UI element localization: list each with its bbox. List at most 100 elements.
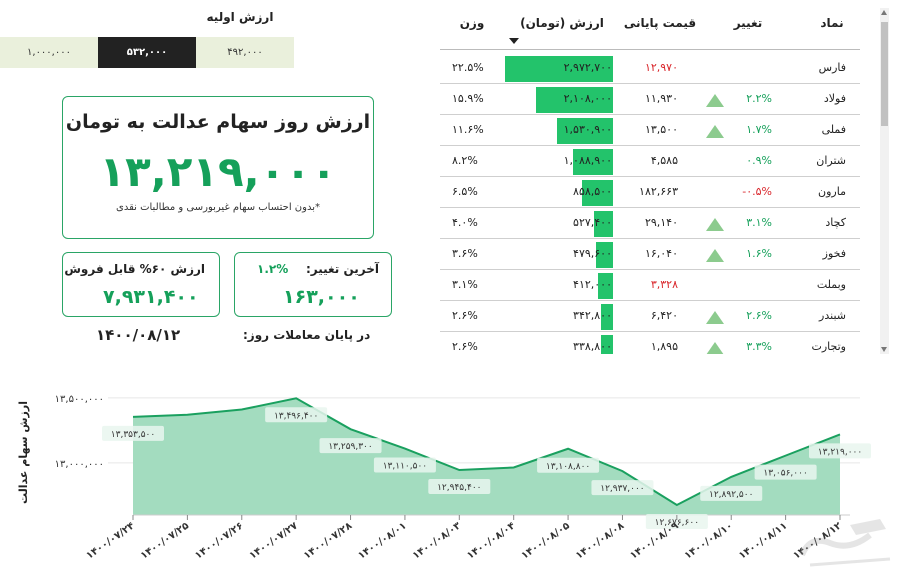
column-header-value[interactable]: ارزش (تومان) — [520, 16, 604, 30]
cell-weight: ۳.۱% — [452, 278, 478, 291]
value-bar — [557, 118, 613, 144]
data-label: ۱۲,۶۷۶,۶۰۰ — [655, 518, 699, 528]
initial-value-selector: ۱,۰۰۰,۰۰۰ ۵۳۲,۰۰۰ ۴۹۲,۰۰۰ — [0, 37, 294, 68]
last-change-label: آخرین تغییر: — [305, 262, 379, 276]
cell-symbol: وبملت — [816, 278, 846, 291]
table-row[interactable]: ۲.۶% ۳۳۸,۸۰۰ ۱,۸۹۵ ۳.۳% وتجارت — [440, 332, 860, 354]
value-bar — [600, 335, 613, 354]
value-bar-track — [505, 118, 613, 144]
initial-value-option-532000[interactable]: ۵۳۲,۰۰۰ — [98, 37, 196, 68]
y-axis-label: ارزش سهام عدالت — [17, 401, 30, 504]
cell-value: ۵۲۷,۴۰۰ — [573, 216, 612, 229]
column-header-close-price[interactable]: قیمت پایانی — [623, 16, 697, 30]
initial-value-title: ارزش اولیه — [206, 10, 274, 24]
cell-symbol: فولاد — [823, 92, 846, 105]
table-row[interactable]: ۳.۱% ۴۱۲,۰۰۰ ۳,۳۲۸ وبملت — [440, 270, 860, 301]
initial-value-option-492000[interactable]: ۴۹۲,۰۰۰ — [196, 37, 294, 68]
end-of-day-label: در پایان معاملات روز: — [243, 328, 371, 342]
value-bar — [536, 87, 613, 113]
last-change-card: آخرین تغییر: ۱.۲% ۱۶۳,۰۰۰ — [234, 252, 392, 317]
scroll-down-icon[interactable] — [881, 347, 887, 352]
table-row[interactable]: ۸.۲% ۱,۰۸۸,۹۰۰ ۴,۵۸۵ ۰.۹% شتران — [440, 146, 860, 177]
cell-weight: ۲.۶% — [452, 340, 478, 353]
data-label-bg — [591, 480, 654, 496]
cell-weight: ۶.۵% — [452, 185, 478, 198]
table-header: وزن ارزش (تومان) قیمت پایانی تغییر نماد — [440, 8, 860, 50]
cell-weight: ۸.۲% — [452, 154, 478, 167]
y-tick-label: ۱۳,۰۰۰,۰۰۰ — [55, 459, 104, 470]
data-label: ۱۳,۰۵۶,۰۰۰ — [763, 469, 807, 479]
sellable-value-label: ارزش ۶۰% قابل فروش — [64, 262, 205, 276]
data-label: ۱۲,۸۹۲,۵۰۰ — [709, 490, 753, 500]
table-scrollbar[interactable] — [880, 8, 889, 354]
x-tick-label: ۱۴۰۰/۰۷/۲۴ — [84, 520, 136, 561]
value-bar-track — [505, 87, 613, 113]
cell-change: ۲.۲% — [746, 92, 772, 105]
value-bar — [598, 273, 613, 299]
value-bar-track — [505, 335, 613, 354]
value-bar-track — [505, 180, 613, 206]
up-arrow-icon — [706, 94, 724, 107]
x-tick-label: ۱۴۰۰/۰۷/۲۷ — [248, 520, 300, 561]
x-tick-label: ۱۴۰۰/۰۸/۰۵ — [520, 520, 572, 561]
table-row[interactable]: ۲۲.۵% ۲,۹۷۲,۷۰۰ ۱۲,۹۷۰ فارس — [440, 53, 860, 84]
x-tick-label: ۱۴۰۰/۰۷/۲۵ — [139, 520, 191, 561]
x-tick-label: ۱۴۰۰/۰۸/۰۸ — [574, 520, 626, 561]
cell-symbol: فملی — [821, 123, 846, 136]
cell-value: ۳۴۲,۸۰۰ — [573, 309, 612, 322]
up-arrow-icon — [706, 249, 724, 262]
x-tick-label: ۱۴۰۰/۰۸/۰۱ — [356, 520, 408, 561]
data-label: ۱۳,۱۰۸,۸۰۰ — [546, 462, 590, 472]
table-row[interactable]: ۱۱.۶% ۱,۵۳۰,۹۰۰ ۱۳,۵۰۰ ۱.۷% فملی — [440, 115, 860, 146]
column-header-weight[interactable]: وزن — [459, 16, 485, 30]
cell-close-price: ۳,۳۲۸ — [650, 278, 678, 291]
cell-value: ۸۵۸,۵۰۰ — [573, 185, 612, 198]
data-label: ۱۳,۱۱۰,۵۰۰ — [383, 462, 427, 472]
table-row[interactable]: ۳.۶% ۴۷۹,۶۰۰ ۱۶,۰۴۰ ۱.۶% فخوز — [440, 239, 860, 270]
value-bar-track — [505, 304, 613, 330]
data-label-bg — [700, 485, 763, 501]
data-label: ۱۳,۲۵۹,۳۰۰ — [328, 442, 372, 452]
data-label-bg — [373, 457, 436, 473]
cell-symbol: شتران — [816, 154, 846, 167]
y-tick-label: ۱۳,۵۰۰,۰۰۰ — [55, 394, 104, 405]
value-history-chart: ۱۳,۵۰۰,۰۰۰ ۱۳,۰۰۰,۰۰۰ ارزش سهام عدالت ۱۳,۳۵… — [17, 394, 871, 562]
daily-value-card: ارزش روز سهام عدالت به تومان ۱۳,۲۱۹,۰۰۰ … — [62, 96, 374, 239]
value-bar — [595, 242, 613, 268]
value-bar — [593, 211, 613, 237]
table-row[interactable]: ۲.۶% ۳۴۲,۸۰۰ ۶,۴۲۰ ۲.۶% شبندر — [440, 301, 860, 332]
last-change-amount: ۱۶۳,۰۰۰ — [283, 286, 360, 308]
site-watermark-logo — [799, 519, 891, 567]
up-arrow-icon — [706, 218, 724, 231]
cell-value: ۴۷۹,۶۰۰ — [573, 247, 612, 260]
value-bar — [505, 56, 613, 82]
column-header-change[interactable]: تغییر — [733, 16, 763, 30]
column-header-symbol[interactable]: نماد — [820, 16, 844, 30]
data-label-bg — [537, 457, 600, 473]
table-row[interactable]: ۴.۰% ۵۲۷,۴۰۰ ۲۹,۱۴۰ ۳.۱% کچاد — [440, 208, 860, 239]
up-arrow-icon — [706, 311, 724, 324]
cell-weight: ۴.۰% — [452, 216, 478, 229]
up-arrow-icon — [706, 342, 724, 354]
initial-value-option-1000000[interactable]: ۱,۰۰۰,۰۰۰ — [0, 37, 98, 68]
data-label-bg — [809, 443, 871, 459]
portfolio-table: وزن ارزش (تومان) قیمت پایانی تغییر نماد … — [440, 8, 860, 354]
table-row[interactable]: ۶.۵% ۸۵۸,۵۰۰ ۱۸۲,۶۶۳ -۰.۵% مارون — [440, 177, 860, 208]
value-bar — [573, 149, 613, 175]
cell-close-price: ۱۳,۵۰۰ — [644, 123, 678, 136]
cell-weight: ۲.۶% — [452, 309, 478, 322]
up-arrow-icon — [706, 125, 724, 138]
value-bar-track — [505, 56, 613, 82]
table-row[interactable]: ۱۵.۹% ۲,۱۰۸,۰۰۰ ۱۱,۹۳۰ ۲.۲% فولاد — [440, 84, 860, 115]
data-label-bg — [265, 407, 328, 423]
scroll-up-icon[interactable] — [881, 10, 887, 15]
x-tick-label: ۱۴۰۰/۰۸/۰۴ — [465, 520, 517, 561]
cell-close-price: ۱۸۲,۶۶۳ — [639, 185, 678, 198]
cell-close-price: ۱,۸۹۵ — [650, 340, 678, 353]
x-tick-label: ۱۴۰۰/۰۷/۲۸ — [302, 520, 354, 561]
cell-value: ۱,۰۸۸,۹۰۰ — [563, 154, 612, 167]
cell-close-price: ۱۲,۹۷۰ — [644, 61, 678, 74]
daily-value-amount: ۱۳,۲۱۹,۰۰۰ — [99, 147, 337, 196]
cell-weight: ۳.۶% — [452, 247, 478, 260]
scrollbar-thumb[interactable] — [881, 22, 888, 126]
